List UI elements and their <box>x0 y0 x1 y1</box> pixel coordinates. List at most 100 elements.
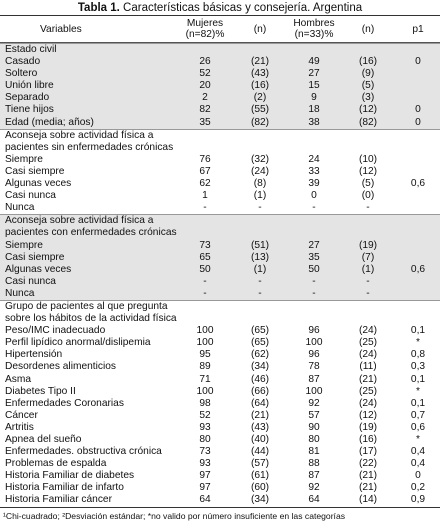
p-value-cell <box>396 68 440 80</box>
variable-cell: Historia Familiar de diabetes <box>5 470 135 482</box>
header-cell: Variables <box>40 23 82 35</box>
p-value-cell: 0 <box>415 104 421 116</box>
men-pct-cell: 57 <box>308 409 320 421</box>
women-n-cell: (55) <box>250 104 270 116</box>
section: Aconseja sobre actividad física a pacien… <box>0 214 440 300</box>
women-n-cell: (61) <box>250 470 270 482</box>
p-value-cell: 0,4 <box>410 446 426 458</box>
section-title: Aconseja sobre actividad física a pacien… <box>5 129 174 153</box>
men-pct-cell: 80 <box>308 434 320 445</box>
men-pct-cell: 100 <box>305 337 323 349</box>
women-pct-cell: 20 <box>199 80 211 92</box>
men-pct-cell: 87 <box>308 373 320 385</box>
men-pct-cell: 9 <box>311 92 317 104</box>
header-cell: p1 <box>412 23 424 35</box>
variable-cell: Unión libre <box>5 80 54 92</box>
men-n-cell: (7) <box>361 251 375 263</box>
women-n-cell: (64) <box>250 397 270 409</box>
header-cell: Hombres (n=33)% <box>293 18 335 40</box>
p-value-cell: 0,1 <box>410 397 426 409</box>
men-n-cell: (1) <box>361 263 375 275</box>
p-value-cell <box>396 190 440 202</box>
p-value-cell: 0 <box>415 56 421 68</box>
men-n-cell: (10) <box>358 153 378 165</box>
women-n-cell: (34) <box>250 494 270 506</box>
header-row: Variables Mujeres (n=82)% (n) Hombres (n=33… <box>0 16 440 43</box>
women-pct-cell: 76 <box>199 153 211 165</box>
table-row: Enfermedades Coronarias 98 (64) 92 (24) 0,1 <box>0 398 440 410</box>
women-pct-cell: 82 <box>199 104 211 116</box>
women-n-cell: (51) <box>250 239 270 251</box>
men-n-cell: (21) <box>358 373 378 385</box>
p-value-cell: 0,7 <box>410 409 426 421</box>
table-body: Estado civil Casado 26 (21) 49 (16) 0 Soltero 52… <box>0 43 440 507</box>
women-n-cell: (32) <box>250 153 270 165</box>
variable-cell: Cáncer <box>5 409 38 421</box>
men-pct-cell: 81 <box>308 446 320 458</box>
section-title: Estado civil <box>5 44 57 55</box>
p-value-cell: 0,1 <box>410 325 426 337</box>
variable-cell: Desordenes alimenticios <box>5 361 116 373</box>
women-pct-cell: 73 <box>199 446 211 458</box>
men-n-cell: (19) <box>358 239 378 251</box>
variable-cell: Siempre <box>5 239 43 251</box>
men-n-cell: (25) <box>358 337 378 349</box>
women-pct-cell: 100 <box>196 337 214 349</box>
variable-cell: Peso/IMC inadecuado <box>5 325 106 337</box>
women-n-cell: (8) <box>253 178 267 190</box>
variable-cell: Casi nunca <box>5 190 56 202</box>
women-pct-cell: 64 <box>199 494 211 506</box>
variable-cell: Perfil lipídico anormal/dislipemia <box>5 337 151 349</box>
men-n-cell: (9) <box>361 68 375 80</box>
women-n-cell: (21) <box>250 56 270 68</box>
men-n-cell: (22) <box>358 458 378 470</box>
men-pct-cell: 35 <box>308 251 320 263</box>
women-pct-cell: 26 <box>199 56 211 68</box>
p-value-cell <box>396 92 440 104</box>
men-n-cell: (25) <box>358 385 378 397</box>
women-pct-cell: 89 <box>199 361 211 373</box>
men-pct-cell: 27 <box>308 68 320 80</box>
men-n-cell: (3) <box>361 92 375 104</box>
men-pct-cell: 96 <box>308 325 320 337</box>
p-value-cell: 0,4 <box>410 458 426 470</box>
variable-cell: Algunas veces <box>5 178 72 190</box>
p-value-cell: * <box>416 337 420 349</box>
men-pct-cell: 0 <box>311 190 317 202</box>
p-value-cell <box>396 166 440 178</box>
women-pct-cell: 95 <box>199 349 211 361</box>
p-value-cell: 0,6 <box>410 421 426 433</box>
table-row: Casi siempre 65 (13) 35 (7) <box>0 252 440 264</box>
men-pct-cell: 27 <box>308 239 320 251</box>
women-n-cell: (21) <box>250 409 270 421</box>
variable-cell: Enfermedades Coronarias <box>5 397 124 409</box>
table-row: Hipertensión 95 (62) 96 (24) 0,8 <box>0 349 440 361</box>
table-row: Cáncer 52 (21) 57 (12) 0,7 <box>0 410 440 422</box>
variable-cell: Siempre <box>5 153 43 165</box>
men-n-cell: (21) <box>358 482 378 494</box>
table-row: Separado 2 (2) 9 (3) <box>0 92 440 104</box>
men-pct-cell: 88 <box>308 458 320 470</box>
section: Estado civil Casado 26 (21) 49 (16) 0 Soltero 52… <box>0 43 440 129</box>
table-row: Siempre 76 (32) 24 (10) <box>0 154 440 166</box>
table-row: Casi nunca 1 (1) 0 (0) <box>0 190 440 202</box>
men-pct-cell: 92 <box>308 482 320 494</box>
men-n-cell: (5) <box>361 80 375 92</box>
women-pct-cell: 73 <box>199 239 211 251</box>
men-n-cell: (82) <box>358 116 378 128</box>
p-value-cell: 0,8 <box>410 349 426 361</box>
women-pct-cell: 52 <box>199 68 211 80</box>
women-n-cell: (40) <box>250 434 270 445</box>
table-row: Asma 71 (46) 87 (21) 0,1 <box>0 374 440 386</box>
table-row: Casado 26 (21) 49 (16) 0 <box>0 56 440 68</box>
variable-cell: Hipertensión <box>5 349 63 361</box>
variable-cell: Edad (media; años) <box>5 116 94 128</box>
men-n-cell: (0) <box>361 190 375 202</box>
men-pct-cell: - <box>312 202 316 214</box>
p-value-cell <box>396 276 440 288</box>
men-pct-cell: 49 <box>308 56 320 68</box>
women-n-cell: (65) <box>250 325 270 337</box>
women-n-cell: - <box>258 202 262 214</box>
men-pct-cell: 96 <box>308 349 320 361</box>
variable-cell: Apnea del sueño <box>5 434 82 445</box>
